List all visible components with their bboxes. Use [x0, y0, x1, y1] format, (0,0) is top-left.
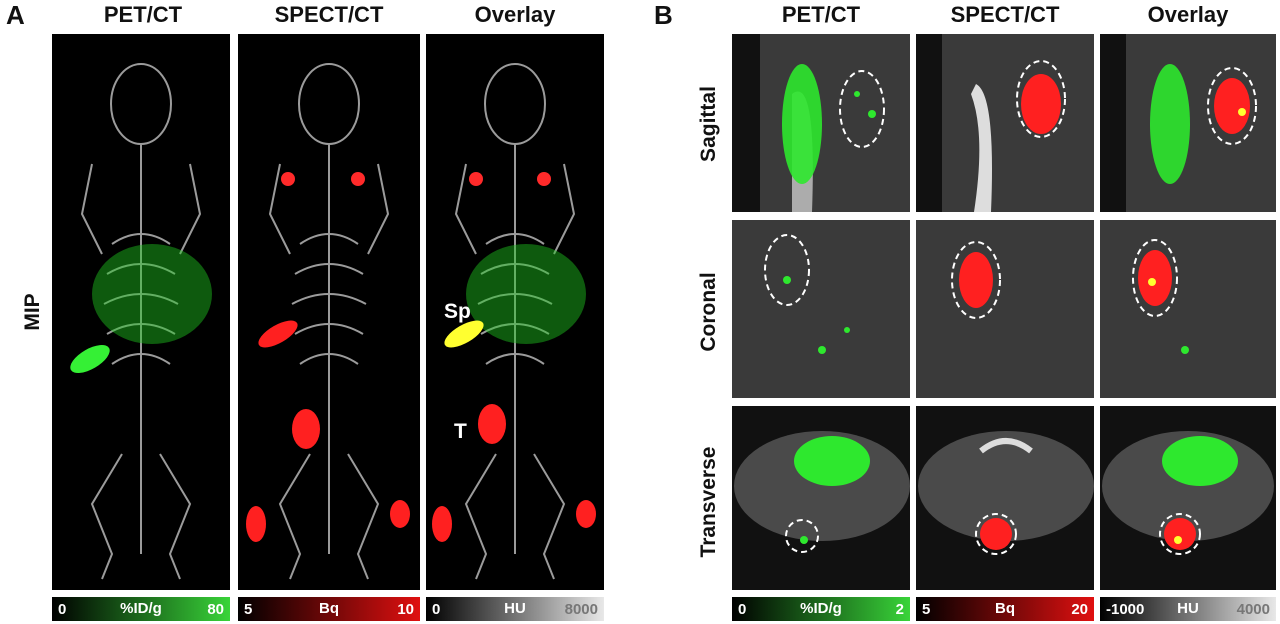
coronal-pet-image — [732, 220, 910, 398]
mouse-skeleton-overlay — [432, 63, 596, 580]
panel-a-title-pet: PET/CT — [103, 2, 183, 27]
colorbar-b-spect: 5 Bq 20 — [916, 597, 1094, 621]
colorbar-b-pet-min: 0 — [738, 600, 747, 618]
mip-pet-ct-image — [52, 34, 230, 590]
panel-a-title-overlay: Overlay — [474, 2, 556, 27]
colorbar-a-ct-unit: HU — [504, 600, 526, 617]
sagittal-overlay-image — [1100, 34, 1276, 212]
coronal-overlay-image — [1100, 220, 1276, 398]
annotation-spleen: Sp — [444, 300, 471, 323]
colorbar-a-ct: 0 HU 8000 — [426, 597, 604, 621]
transverse-overlay-image — [1100, 406, 1276, 590]
colorbar-b-pet-unit: %ID/g — [800, 600, 842, 617]
coronal-spect-image — [916, 220, 1094, 398]
row-label-transverse: Transverse — [697, 446, 720, 558]
mouse-skeleton-spect — [246, 63, 410, 580]
panel-b-title-spect: SPECT/CT — [950, 2, 1060, 27]
colorbar-a-ct-max: 8000 — [564, 600, 598, 618]
colorbar-a-spect-unit: Bq — [319, 600, 339, 617]
colorbar-b-ct-min: -1000 — [1106, 600, 1145, 618]
colorbar-b-spect-unit: Bq — [995, 600, 1015, 617]
colorbar-b-spect-max: 20 — [1071, 600, 1088, 618]
row-label-sagittal: Sagittal — [697, 86, 720, 162]
panel-a-title-spect: SPECT/CT — [274, 2, 384, 27]
colorbar-a-spect-min: 5 — [244, 600, 253, 618]
colorbar-b-ct: -1000 HU 4000 — [1100, 597, 1276, 621]
panel-a-letter: A — [6, 0, 25, 30]
colorbar-a-ct-min: 0 — [432, 600, 441, 618]
annotation-tumor: T — [454, 420, 467, 443]
colorbar-a-pet-min: 0 — [58, 600, 67, 618]
transverse-pet-image — [732, 406, 910, 590]
transverse-spect-image — [916, 406, 1094, 590]
colorbar-b-pet-max: 2 — [895, 600, 904, 618]
panel-b-letter: B — [654, 0, 673, 30]
row-label-mip: MIP — [21, 293, 44, 331]
colorbar-a-pet-max: 80 — [207, 600, 224, 618]
sagittal-pet-image — [732, 34, 910, 212]
sagittal-spect-image — [916, 34, 1094, 212]
colorbar-b-ct-max: 4000 — [1236, 600, 1270, 618]
colorbar-b-pet: 0 %ID/g 2 — [732, 597, 910, 621]
mouse-skeleton-pet — [70, 63, 212, 580]
colorbar-b-spect-min: 5 — [922, 600, 931, 618]
mip-overlay-image: Sp T — [426, 34, 604, 590]
panel-b-title-overlay: Overlay — [1147, 2, 1229, 27]
colorbar-a-pet-unit: %ID/g — [120, 600, 162, 617]
colorbar-a-spect: 5 Bq 10 — [238, 597, 420, 621]
colorbar-a-spect-max: 10 — [397, 600, 414, 618]
row-label-coronal: Coronal — [697, 272, 720, 352]
mip-spect-ct-image — [238, 34, 420, 590]
colorbar-a-pet: 0 %ID/g 80 — [52, 597, 230, 621]
colorbar-b-ct-unit: HU — [1177, 600, 1199, 617]
panel-b-title-pet: PET/CT — [781, 2, 861, 27]
